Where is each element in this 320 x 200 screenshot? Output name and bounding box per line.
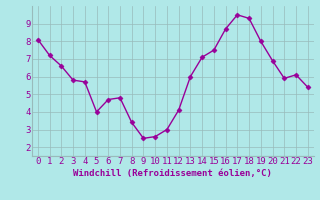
X-axis label: Windchill (Refroidissement éolien,°C): Windchill (Refroidissement éolien,°C) [73,169,272,178]
